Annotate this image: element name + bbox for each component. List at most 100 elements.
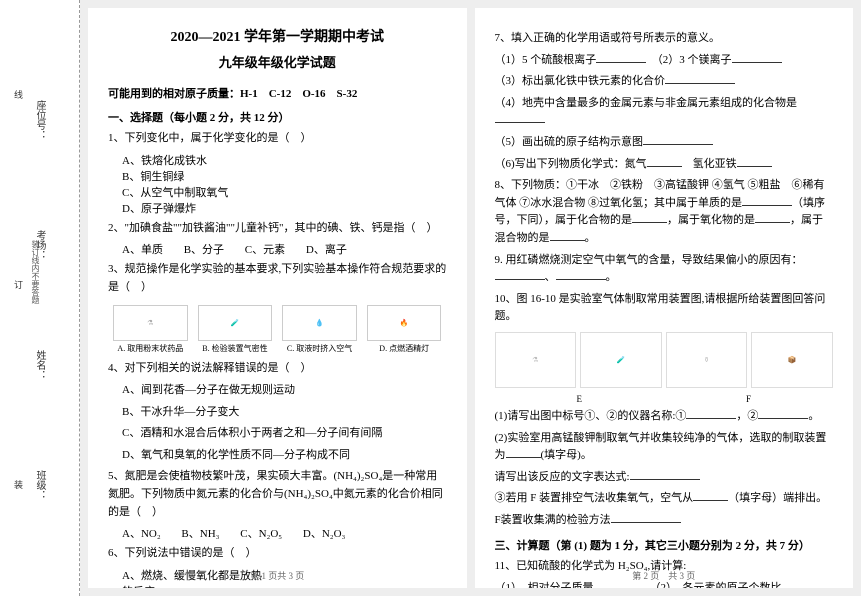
blank-10-3c <box>611 512 681 523</box>
q7-1-text: （1）5 个硫酸根离子 <box>495 54 597 66</box>
seal-line: 线 <box>12 90 25 99</box>
q8e-text: 。 <box>585 232 596 244</box>
fig-3a-label: A. 取用粉末状药品 <box>117 344 183 353</box>
q2-options: A、单质 B、分子 C、元素 D、离子 <box>122 241 447 257</box>
q10-2b-text: (填字母)。 <box>541 449 592 461</box>
atomic-masses: 可能用到的相对原子质量：H-1 C-12 O-16 S-32 <box>108 85 447 101</box>
fig-3d: 🔥 D. 点燃酒精灯 <box>367 305 441 354</box>
pages-container: 2020—2021 学年第一学期期中考试 九年级年级化学试题 可能用到的相对原子… <box>80 0 861 596</box>
q9b-text: 、 <box>545 271 556 283</box>
question-8: 8、下列物质：①干冰 ②铁粉 ③高锰酸钾 ④氢气 ⑤粗盐 ⑥稀有气体 ⑦冰水混合… <box>495 177 834 247</box>
name-label: 姓名： <box>32 350 47 380</box>
fig-3b-label: B. 检验装置气密性 <box>202 344 267 353</box>
fig-3d-label: D. 点燃酒精灯 <box>379 344 429 353</box>
blank-7-4 <box>495 112 545 123</box>
q7-6: （6)写出下列物质化学式：氮气 氢化亚铁 <box>495 156 834 174</box>
section-1-header: 一、选择题（每小题 2 分，共 12 分） <box>108 109 447 125</box>
q1-options: A、铁熔化成铁水 B、铜生铜绿 <box>122 152 447 184</box>
q7-1: （1）5 个硫酸根离子 （2）3 个镁离子 <box>495 52 834 70</box>
q10-1-text: (1)请写出图中标号①、②的仪器名称:① <box>495 410 687 422</box>
blank-8d <box>550 230 585 241</box>
blank-9b <box>556 269 606 280</box>
page1-footer: 第 1 页共 3 页 <box>88 569 467 582</box>
q4-opt-a: A、闻到花香—分子在做无规则运动 <box>122 382 447 400</box>
q4-opt-c: C、酒精和水混合后体积小于两者之和—分子间有间隔 <box>122 425 447 443</box>
exam-title: 2020—2021 学年第一学期期中考试 <box>108 26 447 46</box>
q4-opt-b: B、干冰升华—分子变大 <box>122 404 447 422</box>
exam-subtitle: 九年级年级化学试题 <box>108 52 447 71</box>
blank-10-1b <box>758 408 808 419</box>
blank-10-2 <box>506 447 541 458</box>
blank-7-6b <box>737 156 772 167</box>
q10-1b-text: ，② <box>736 410 758 422</box>
fig-label-e: E <box>576 394 582 404</box>
q10-3b-text: （填字母）端排出。 <box>728 492 827 504</box>
fig-3a: ⚗ A. 取用粉末状药品 <box>113 305 187 354</box>
question-7: 7、填入正确的化学用语或符号所表示的意义。 <box>495 30 834 48</box>
question-10: 10、图 16-10 是实验室气体制取常用装置图,请根据所给装置图回答问题。 <box>495 291 834 326</box>
q7-5-text: （5）画出硫的原子结构示意图 <box>495 136 644 148</box>
q2-opt-d: D、离子 <box>306 241 347 257</box>
q1-opt-b: B、铜生铜绿 <box>122 168 268 184</box>
blank-7-6a <box>647 156 682 167</box>
fig-10b: 🧪 <box>580 332 662 388</box>
question-6: 6、下列说法中错误的是（ ） <box>108 545 447 563</box>
q9-text: 9. 用红磷燃烧测定空气中氧气的含量，导致结果偏小的原因有： <box>495 254 803 266</box>
q2-opt-b: B、分子 <box>184 241 224 257</box>
question-3: 3、规范操作是化学实验的基本要求,下列实验基本操作符合规范要求的是（ ） <box>108 261 447 296</box>
q1-options-2: C、从空气中制取氧气 D、原子弹爆炸 <box>122 184 447 216</box>
q5-opt-d: D、N₂O₃ <box>303 525 346 541</box>
q5-opt-c: C、N₂O₅ <box>240 525 282 541</box>
blank-7-3 <box>665 73 735 84</box>
fig-3b-img: 🧪 <box>198 305 272 341</box>
seal-bind: 装 <box>12 480 25 489</box>
q5-options: A、NO₂ B、NH₃ C、N₂O₅ D、N₂O₃ <box>122 525 447 541</box>
page2-footer: 第 2 页 共 3 页 <box>475 569 854 582</box>
q7-2-text: （2）3 个镁离子 <box>657 54 731 66</box>
blank-7-2 <box>732 52 782 63</box>
q7-4-text: （4）地壳中含量最多的金属元素与非金属元素组成的化合物是 <box>495 97 798 109</box>
q7-3: （3）标出氯化铁中铁元素的化合价 <box>495 73 834 91</box>
room-label: 考场： <box>32 230 47 260</box>
q5-opt-b: B、NH₃ <box>181 525 219 541</box>
fig-10d: 📦 <box>751 332 833 388</box>
blank-7-1 <box>596 52 646 63</box>
fig-3c-label: C. 取液时挤入空气 <box>287 344 352 353</box>
q7-6-text: （6)写出下列物质化学式：氮气 <box>495 158 647 170</box>
fig-labels: E F <box>495 394 834 404</box>
fig-3a-img: ⚗ <box>113 305 187 341</box>
q10-3c-text: F装置收集满的检验方法 <box>495 514 611 526</box>
q9c-text: 。 <box>606 271 617 283</box>
blank-10-3 <box>693 490 728 501</box>
blank-10-1a <box>686 408 736 419</box>
blank-8b <box>632 212 667 223</box>
q5-opt-a: A、NO₂ <box>122 525 161 541</box>
q1-opt-a: A、铁熔化成铁水 <box>122 152 268 168</box>
fig-10c: ⚱ <box>666 332 748 388</box>
page-2: 7、填入正确的化学用语或符号所表示的意义。 （1）5 个硫酸根离子 （2）3 个… <box>475 8 854 588</box>
binding-margin: 线 订 装 装订线内不要答题 座位号： 考场： 姓名： 班级： <box>0 0 80 596</box>
fig-10a: ⚗ <box>495 332 577 388</box>
q1-opt-c: C、从空气中制取氧气 <box>122 184 268 200</box>
q3-figures: ⚗ A. 取用粉末状药品 🧪 B. 检验装置气密性 💧C. 取液时挤入空气 🔥 D. … <box>108 302 447 354</box>
fig-3d-img: 🔥 <box>367 305 441 341</box>
question-4: 4、对下列相关的说法解释错误的是（ ） <box>108 360 447 378</box>
q7-5: （5）画出硫的原子结构示意图 <box>495 134 834 152</box>
q4-opt-d: D、氧气和臭氧的化学性质不同—分子构成不同 <box>122 447 447 465</box>
blank-9a <box>495 269 545 280</box>
fig-label-f: F <box>746 394 751 404</box>
q1-opt-d: D、原子弹爆炸 <box>122 200 268 216</box>
q10-2c: 请写出该反应的文字表达式: <box>495 469 834 487</box>
question-9: 9. 用红磷燃烧测定空气中氧气的含量，导致结果偏小的原因有： 、 。 <box>495 252 834 287</box>
class-label: 班级： <box>32 470 47 500</box>
q10-1: (1)请写出图中标号①、②的仪器名称:① ，② 。 <box>495 408 834 426</box>
q10-1c-text: 。 <box>808 410 819 422</box>
seat-label: 座位号： <box>32 100 47 140</box>
section-3-header: 三、计算题（第 (1) 题为 1 分，其它三小题分别为 2 分，共 7 分） <box>495 537 834 553</box>
q7-4: （4）地壳中含量最多的金属元素与非金属元素组成的化合物是 <box>495 95 834 130</box>
fig-3c: 💧C. 取液时挤入空气 <box>282 305 356 354</box>
blank-8c <box>755 212 790 223</box>
blank-8a <box>742 195 792 206</box>
q7-3-text: （3）标出氯化铁中铁元素的化合价 <box>495 75 666 87</box>
q2-opt-a: A、单质 <box>122 241 163 257</box>
